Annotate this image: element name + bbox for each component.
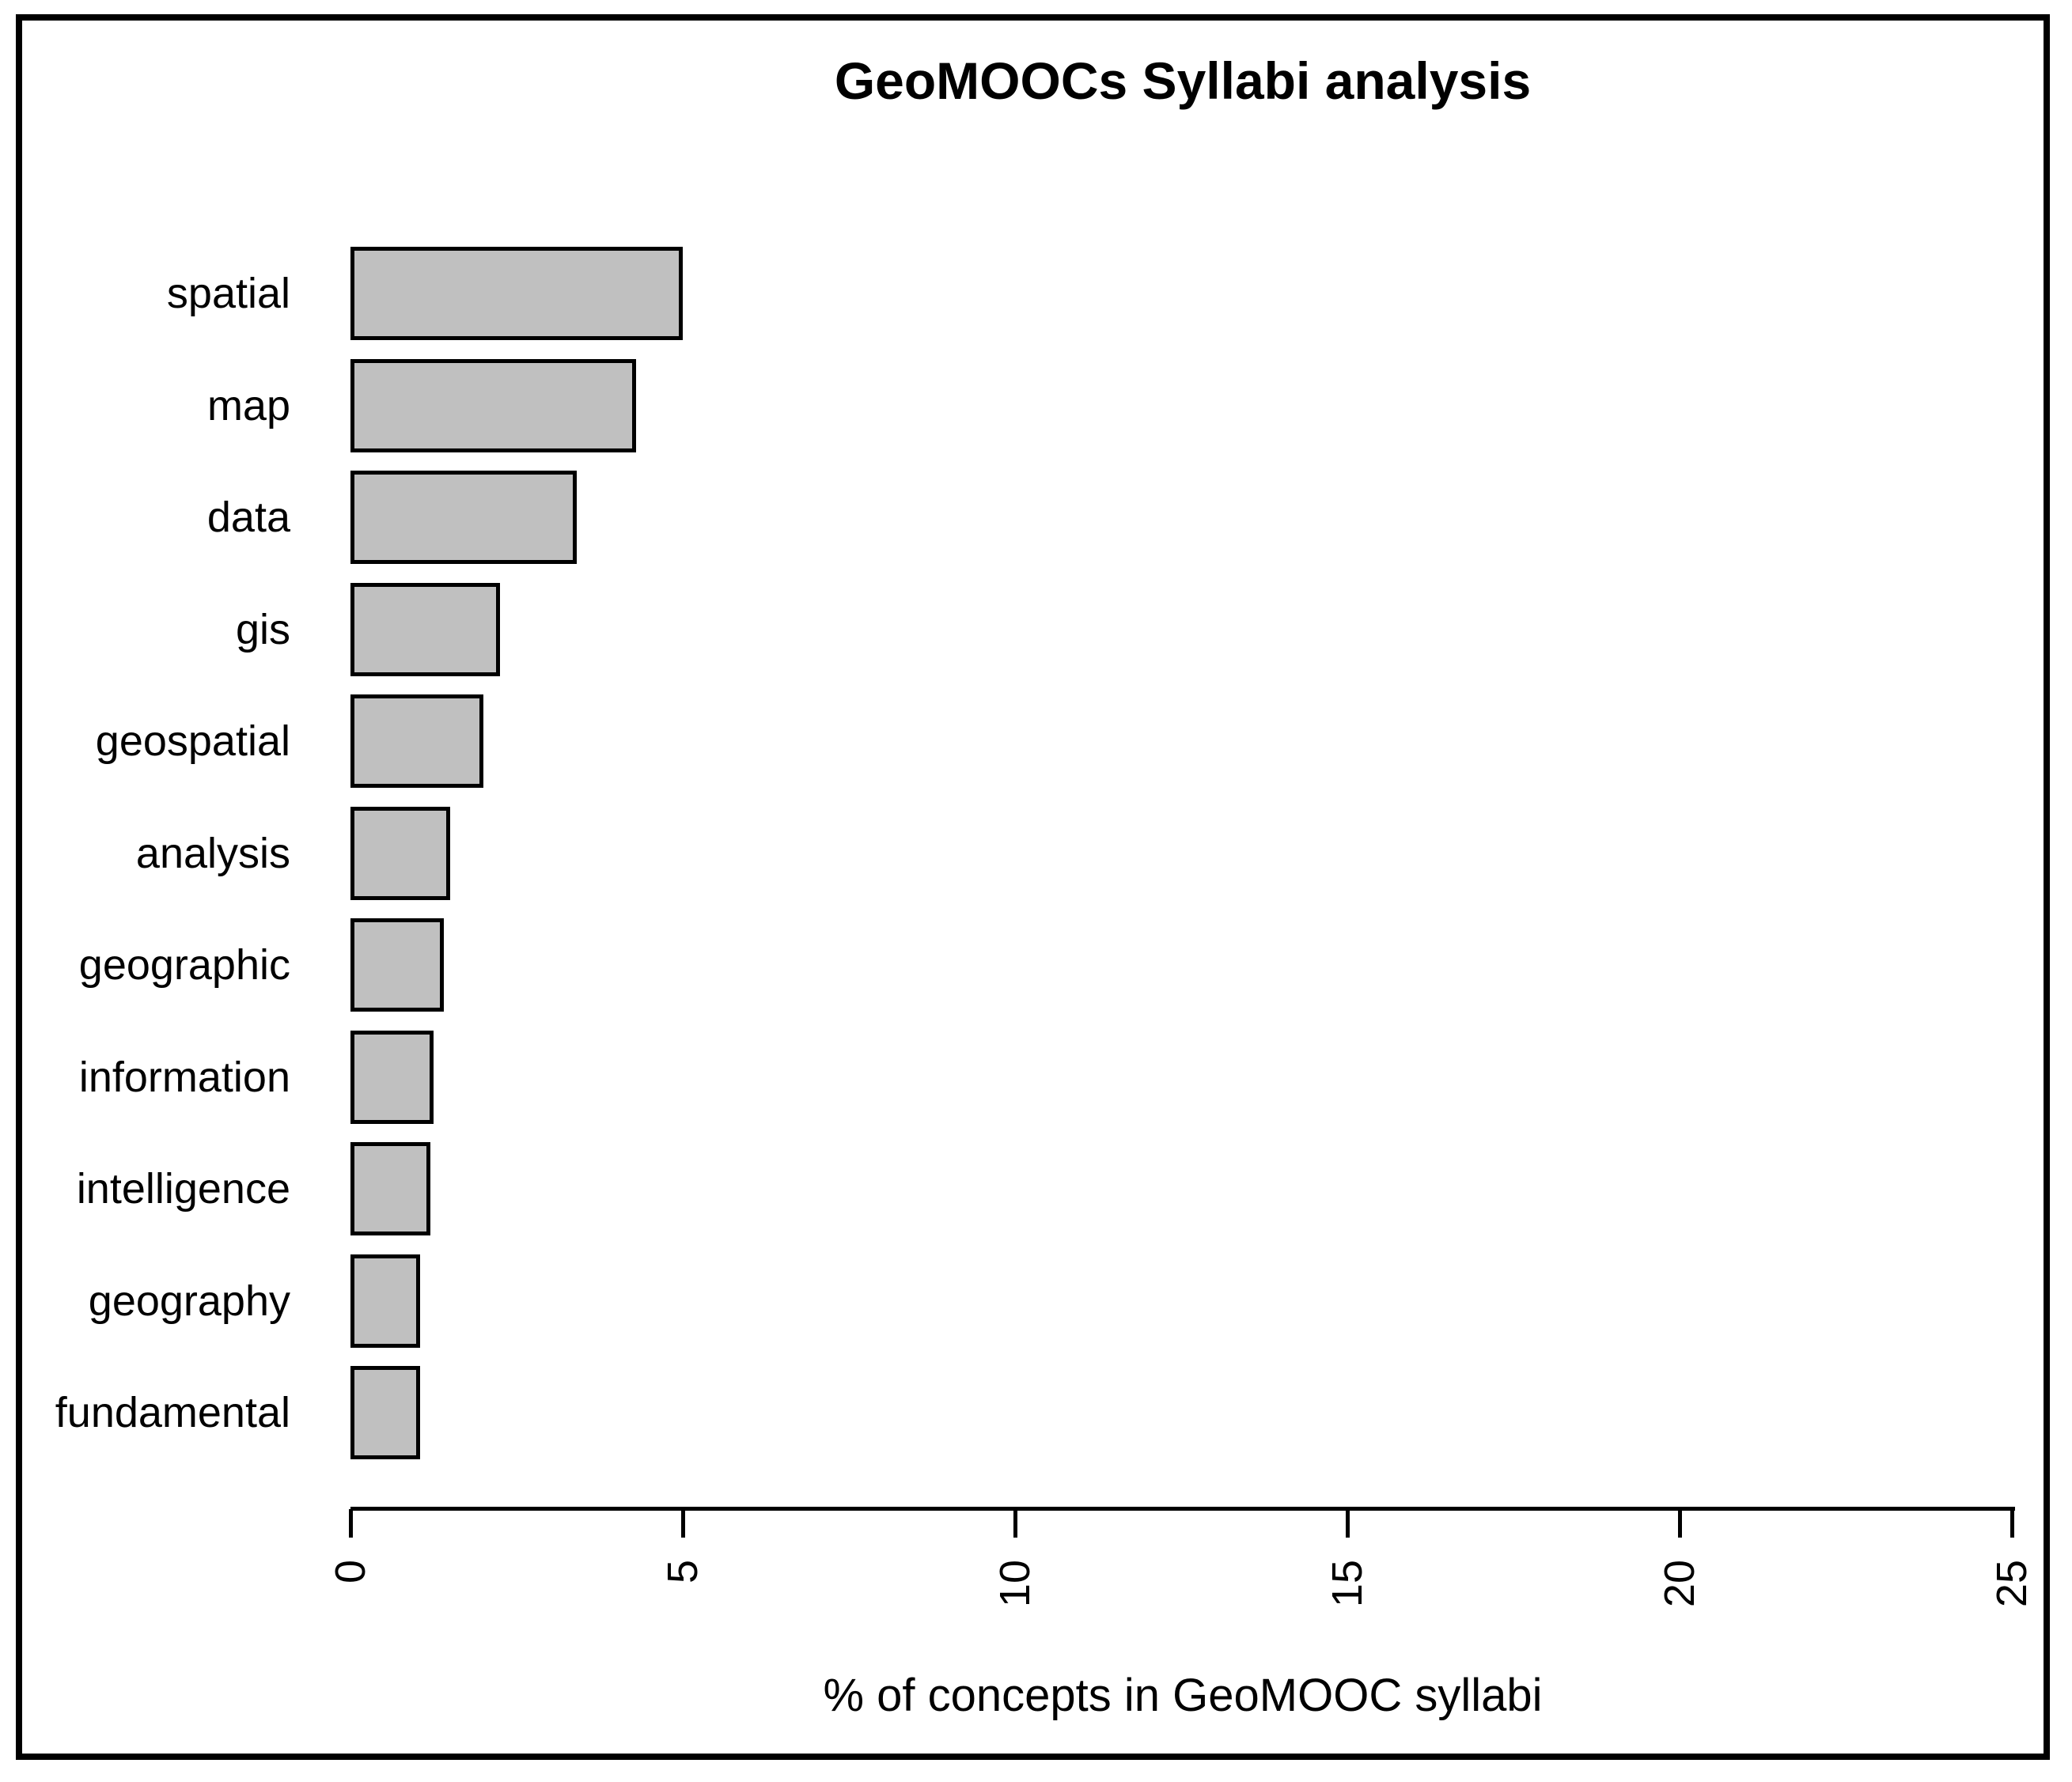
category-label: analysis: [135, 830, 290, 877]
category-label: geography: [88, 1277, 290, 1325]
bar: [350, 471, 577, 564]
x-axis-tick: [1346, 1509, 1350, 1538]
x-axis-tick-label: 0: [327, 1560, 374, 1584]
bar: [350, 1142, 430, 1235]
chart-title: GeoMOOCs Syllabi analysis: [834, 51, 1532, 110]
category-label: map: [206, 382, 290, 429]
category-label: intelligence: [76, 1165, 290, 1213]
category-label: gis: [235, 606, 290, 653]
bar: [350, 359, 636, 452]
category-label: geographic: [78, 941, 290, 989]
bar: [350, 1254, 420, 1348]
x-axis-tick-label: 15: [1324, 1560, 1371, 1608]
x-axis-tick-label: 10: [991, 1560, 1039, 1608]
category-label: data: [206, 494, 290, 541]
category-label: geospatial: [95, 717, 290, 765]
x-axis-tick: [349, 1509, 353, 1538]
x-axis-tick: [1013, 1509, 1017, 1538]
bar: [350, 694, 483, 788]
x-axis-tick: [681, 1509, 685, 1538]
x-axis-line: [350, 1507, 2015, 1511]
x-axis-tick-label: 25: [1988, 1560, 2036, 1608]
x-axis-tick: [2010, 1509, 2014, 1538]
figure-border: [16, 14, 2050, 1760]
x-axis-tick-label: 20: [1656, 1560, 1703, 1608]
category-label: fundamental: [55, 1389, 290, 1436]
category-label: information: [78, 1054, 290, 1101]
x-axis-label: % of concepts in GeoMOOC syllabi: [823, 1670, 1543, 1721]
x-axis-tick: [1678, 1509, 1682, 1538]
bar: [350, 247, 683, 340]
bar: [350, 807, 450, 900]
bar: [350, 918, 444, 1012]
bar: [350, 1031, 434, 1124]
x-axis-tick-label: 5: [659, 1560, 706, 1584]
bar: [350, 583, 500, 676]
bar: [350, 1366, 420, 1459]
category-label: spatial: [166, 270, 290, 317]
